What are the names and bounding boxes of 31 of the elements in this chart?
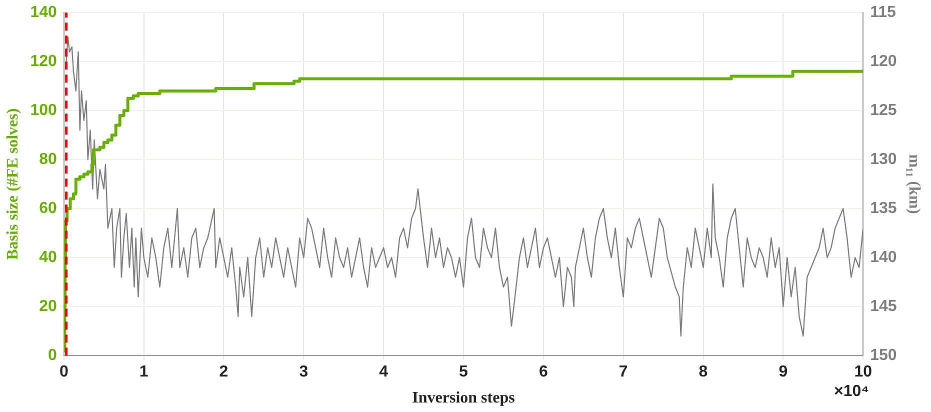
y-tick-label: 100 <box>30 102 57 120</box>
y2-tick-label: 125 <box>870 102 897 120</box>
x-tick-label: 8 <box>698 364 708 381</box>
x-tick-label: 2 <box>219 364 228 381</box>
y-tick-label: 80 <box>39 151 57 168</box>
y-tick-label: 140 <box>30 4 57 22</box>
x-axis-title: Inversion steps <box>412 390 515 407</box>
y-axis-title: Basis size (#FE solves) <box>4 108 22 260</box>
text: ×10⁴ <box>834 383 870 400</box>
x-tick-label: 7 <box>618 364 628 381</box>
x-tick-label: 6 <box>538 364 548 381</box>
y2-tick-label: 135 <box>870 200 897 218</box>
y-tick-label: 40 <box>39 249 57 266</box>
y2-tick-label: 145 <box>870 298 897 316</box>
y2-axis-title: m₁₁ (km) <box>905 154 922 214</box>
y2-tick-label: 115 <box>870 4 896 22</box>
y2-tick-label: 140 <box>870 249 897 266</box>
x-tick-label: 10 <box>854 364 872 381</box>
y-tick-label: 0 <box>48 347 57 364</box>
y-tick-label: 120 <box>30 53 57 70</box>
x-tick-label: 1 <box>139 364 148 381</box>
x-tick-label: 0 <box>59 364 68 381</box>
y2-tick-label: 130 <box>870 151 897 168</box>
x-tick-label: 9 <box>778 364 788 381</box>
y2-tick-label: 150 <box>870 347 897 364</box>
y2-tick-label: 120 <box>870 53 897 70</box>
y-tick-label: 20 <box>39 298 57 316</box>
y-tick-label: 60 <box>39 200 57 218</box>
x-tick-label: 4 <box>379 364 388 381</box>
x-tick-label: 5 <box>459 364 468 381</box>
x-tick-label: 3 <box>299 364 308 381</box>
